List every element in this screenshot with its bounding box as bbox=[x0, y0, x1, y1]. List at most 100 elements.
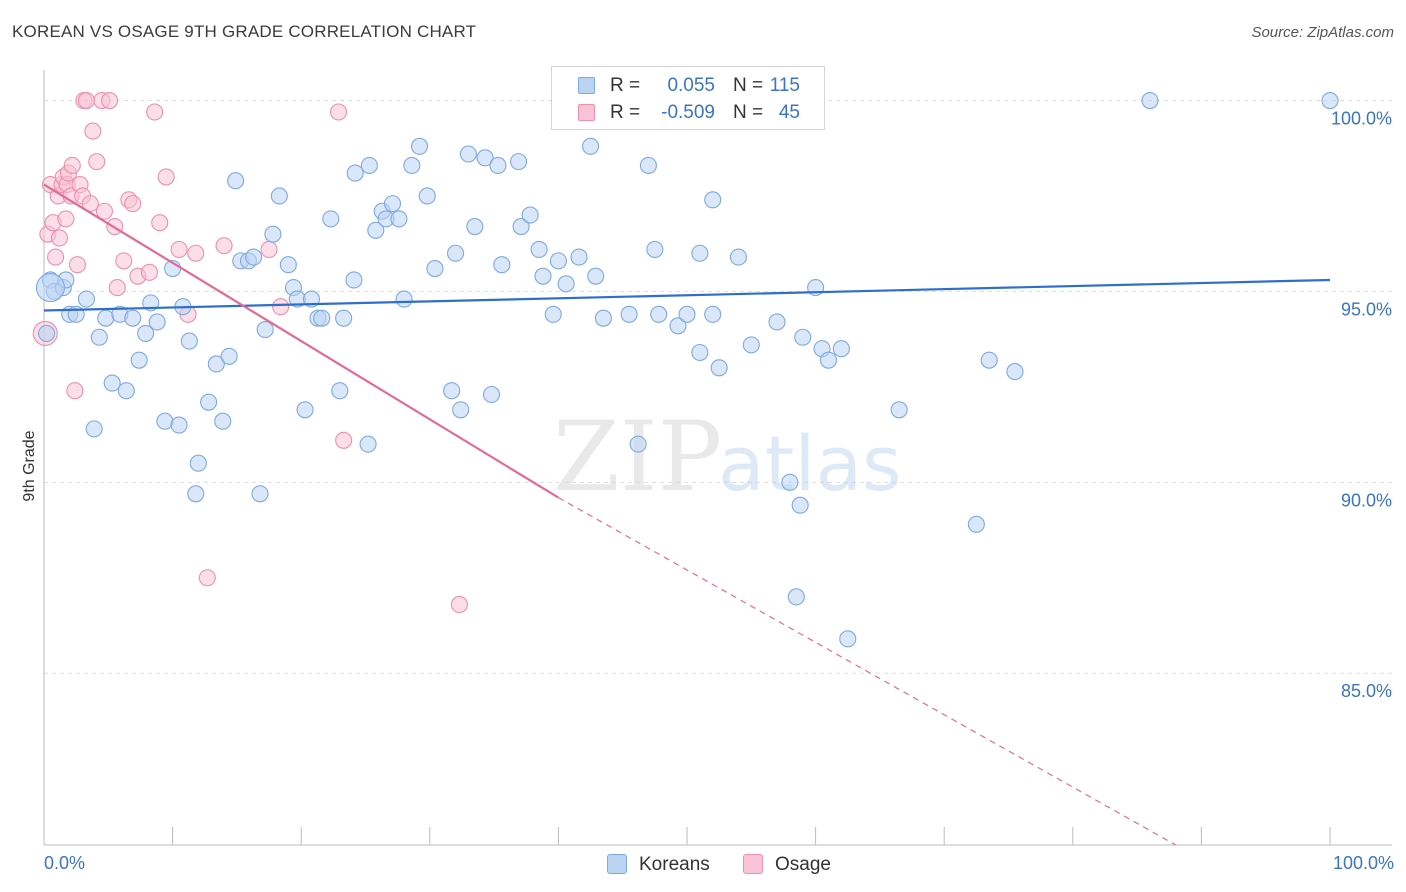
r-label: R = bbox=[610, 75, 641, 96]
korean-point bbox=[103, 374, 121, 392]
korean-point bbox=[890, 401, 908, 419]
korean-point bbox=[678, 305, 696, 323]
y-tick-label: 85.0% bbox=[1341, 681, 1392, 701]
korean-point bbox=[313, 309, 331, 327]
r-value: -0.509 bbox=[661, 102, 715, 123]
korean-point bbox=[980, 351, 998, 369]
korean-point bbox=[189, 454, 207, 472]
korean-point bbox=[367, 221, 385, 239]
korean-point bbox=[346, 164, 364, 182]
korean-point bbox=[187, 485, 205, 503]
korean-point bbox=[549, 252, 567, 270]
watermark-zip: ZIP bbox=[553, 401, 722, 513]
y-tick-label: 90.0% bbox=[1341, 490, 1392, 510]
korean-point bbox=[137, 324, 155, 342]
osage-point bbox=[146, 103, 164, 121]
x-tick-label-left: 0.0% bbox=[44, 853, 85, 873]
korean-point bbox=[493, 256, 511, 274]
series-legend: Koreans Osage bbox=[0, 852, 1406, 878]
korean-point bbox=[220, 347, 238, 365]
korean-point bbox=[629, 435, 647, 453]
osage-legend-swatch bbox=[743, 854, 763, 874]
korean-point bbox=[77, 290, 95, 308]
korean-point bbox=[256, 321, 274, 339]
korean-point bbox=[90, 328, 108, 346]
korean-point bbox=[794, 328, 812, 346]
korean-point bbox=[691, 244, 709, 262]
korean-point bbox=[557, 275, 575, 293]
osage-point bbox=[215, 237, 233, 255]
korean-point bbox=[512, 217, 530, 236]
korean-point bbox=[839, 630, 857, 648]
korean-point bbox=[1006, 363, 1024, 381]
korean-point bbox=[530, 240, 548, 258]
korean-point bbox=[446, 244, 465, 262]
osage-point bbox=[260, 240, 278, 258]
tick-labels: 100.0% 95.0% 90.0% 85.0% 0.0% 100.0% bbox=[44, 109, 1394, 873]
watermark-atlas: atlas bbox=[718, 419, 902, 508]
korean-point bbox=[570, 248, 588, 266]
korean-point bbox=[650, 305, 668, 323]
korean-point bbox=[1141, 91, 1159, 110]
osage-point bbox=[124, 195, 142, 213]
korean-point bbox=[594, 309, 612, 327]
korean-point bbox=[403, 156, 421, 174]
korean-point bbox=[581, 137, 600, 155]
osage-point bbox=[95, 202, 113, 220]
osage-point bbox=[101, 91, 119, 110]
korean-point bbox=[1321, 91, 1339, 110]
chart-title: KOREAN VS OSAGE 9TH GRADE CORRELATION CH… bbox=[12, 22, 477, 41]
osage-swatch bbox=[578, 104, 595, 121]
korean-point bbox=[245, 248, 263, 266]
korean-trend-line bbox=[43, 278, 1331, 312]
korean-point bbox=[331, 382, 349, 400]
korean-point bbox=[452, 401, 470, 419]
korean-point bbox=[646, 240, 664, 258]
korean-point bbox=[791, 496, 809, 514]
korean-point bbox=[207, 355, 225, 373]
osage-point bbox=[140, 263, 159, 281]
osage-point bbox=[47, 248, 65, 266]
osage-point bbox=[450, 595, 468, 614]
source-label: Source: ZipAtlas.com bbox=[1251, 24, 1394, 41]
korean-point bbox=[710, 359, 728, 377]
korean-point bbox=[534, 267, 552, 285]
axes bbox=[43, 70, 1392, 846]
korean-point bbox=[426, 259, 444, 278]
korean-point bbox=[418, 187, 436, 205]
korean-point bbox=[390, 210, 408, 228]
n-label: N = bbox=[733, 102, 764, 123]
korean-point bbox=[85, 420, 103, 438]
osage-point bbox=[84, 122, 102, 140]
korean-point bbox=[124, 309, 142, 327]
korean-point bbox=[410, 137, 429, 155]
korean-point bbox=[466, 217, 484, 236]
korean-point bbox=[819, 351, 838, 369]
korean-point bbox=[787, 588, 805, 606]
korean-point bbox=[489, 156, 507, 174]
korean-point bbox=[200, 393, 218, 411]
osage-point bbox=[187, 244, 205, 262]
korean-point bbox=[279, 256, 297, 274]
osage-trend-line bbox=[43, 183, 559, 499]
korean-point bbox=[704, 191, 722, 209]
korean-point bbox=[691, 343, 709, 362]
n-label: N = bbox=[733, 75, 764, 96]
korean-cluster-point bbox=[35, 273, 65, 303]
korean-point bbox=[335, 309, 353, 327]
osage-legend-label: Osage bbox=[775, 854, 831, 875]
korean-point bbox=[251, 485, 269, 503]
koreans-legend-label: Koreans bbox=[639, 854, 710, 875]
r-value: 0.055 bbox=[667, 75, 715, 96]
korean-point bbox=[639, 156, 657, 174]
trend-lines bbox=[43, 183, 1331, 846]
osage-point bbox=[77, 91, 95, 110]
korean-point bbox=[264, 225, 282, 243]
korean-point bbox=[704, 305, 722, 323]
korean-point bbox=[130, 351, 148, 369]
osage-point bbox=[335, 431, 353, 449]
korean-point bbox=[214, 412, 232, 430]
y-tick-label: 100.0% bbox=[1331, 109, 1392, 129]
y-tick-label: 95.0% bbox=[1341, 299, 1392, 319]
